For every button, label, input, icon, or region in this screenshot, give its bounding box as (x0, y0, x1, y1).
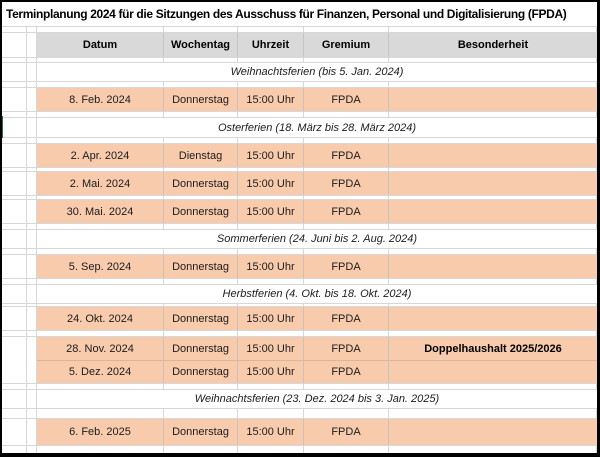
cell-datum[interactable]: 8. Feb. 2024 (37, 88, 164, 111)
column-header-datum[interactable]: Datum (37, 33, 164, 57)
holiday-note[interactable]: Weihnachtsferien (23. Dez. 2024 bis 3. J… (194, 393, 440, 405)
table-row: 28. Nov. 2024 Donnerstag 15:00 Uhr FPDA … (2, 337, 597, 360)
column-header-besonderheit[interactable]: Besonderheit (389, 33, 597, 57)
cell-gremium[interactable]: FPDA (304, 337, 389, 360)
holiday-note[interactable]: Herbstferien (4. Okt. bis 18. Okt. 2024) (222, 288, 412, 300)
cell-besonderheit[interactable] (389, 172, 597, 195)
cell-besonderheit[interactable] (389, 307, 597, 330)
grid-spacer-row (2, 330, 597, 337)
cell-gremium[interactable]: FPDA (304, 419, 389, 445)
cell-wochentag[interactable]: Donnerstag (164, 172, 238, 195)
holiday-note[interactable]: Sommerferien (24. Juni bis 2. Aug. 2024) (216, 233, 418, 245)
grid-spacer-row (2, 57, 597, 63)
cell-datum[interactable]: 5. Sep. 2024 (37, 255, 164, 278)
grid-spacer-row (2, 408, 597, 419)
cell-gremium[interactable]: FPDA (304, 144, 389, 167)
holiday-note[interactable]: Osterferien (18. März bis 28. März 2024) (217, 121, 417, 134)
cell-datum[interactable]: 6. Feb. 2025 (37, 419, 164, 445)
cell-datum[interactable]: 28. Nov. 2024 (37, 337, 164, 360)
cell-besonderheit[interactable] (389, 144, 597, 167)
cell-wochentag[interactable]: Donnerstag (164, 307, 238, 330)
cell-wochentag[interactable]: Dienstag (164, 144, 238, 167)
cell-datum[interactable]: 2. Apr. 2024 (37, 144, 164, 167)
table-row: 30. Mai. 2024 Donnerstag 15:00 Uhr FPDA (2, 200, 597, 223)
grid-spacer-row (2, 167, 597, 172)
grid-spacer-row (2, 248, 597, 255)
page-title: Terminplanung 2024 für die Sitzungen des… (6, 7, 567, 21)
holiday-row: Osterferien (18. März bis 28. März 2024) (2, 118, 597, 137)
holiday-row: Weihnachtsferien (23. Dez. 2024 bis 3. J… (2, 390, 597, 408)
cell-datum[interactable]: 30. Mai. 2024 (37, 200, 164, 223)
cell-uhrzeit[interactable]: 15:00 Uhr (238, 255, 304, 278)
column-header-uhrzeit[interactable]: Uhrzeit (238, 33, 304, 57)
cell-uhrzeit[interactable]: 15:00 Uhr (238, 200, 304, 223)
cell-besonderheit[interactable] (389, 200, 597, 223)
table-row: 2. Mai. 2024 Donnerstag 15:00 Uhr FPDA (2, 172, 597, 195)
table-row: 2. Apr. 2024 Dienstag 15:00 Uhr FPDA (2, 144, 597, 167)
table-row: 5. Dez. 2024 Donnerstag 15:00 Uhr FPDA (2, 360, 597, 383)
cell-wochentag[interactable]: Donnerstag (164, 88, 238, 111)
cell-datum[interactable]: 5. Dez. 2024 (37, 360, 164, 383)
holiday-row: Herbstferien (4. Okt. bis 18. Okt. 2024) (2, 285, 597, 303)
cell-uhrzeit[interactable]: 15:00 Uhr (238, 360, 304, 383)
grid-spacer-row (2, 137, 597, 144)
cell-besonderheit[interactable]: Doppelhaushalt 2025/2026 (389, 337, 597, 360)
cell-besonderheit[interactable] (389, 419, 597, 445)
grid-spacer-row (2, 383, 597, 390)
cell-gremium[interactable]: FPDA (304, 172, 389, 195)
title-row: Terminplanung 2024 für die Sitzungen des… (2, 2, 597, 26)
cell-datum[interactable]: 2. Mai. 2024 (37, 172, 164, 195)
cell-uhrzeit[interactable]: 15:00 Uhr (238, 307, 304, 330)
grid-spacer-row (2, 111, 597, 118)
cell-besonderheit[interactable] (389, 255, 597, 278)
cell-uhrzeit[interactable]: 15:00 Uhr (238, 172, 304, 195)
grid-spacer-row (2, 26, 597, 33)
table-row: 24. Okt. 2024 Donnerstag 15:00 Uhr FPDA (2, 307, 597, 330)
holiday-row: Sommerferien (24. Juni bis 2. Aug. 2024) (2, 230, 597, 248)
cell-besonderheit[interactable] (389, 360, 597, 383)
cell-uhrzeit[interactable]: 15:00 Uhr (238, 419, 304, 445)
cell-datum[interactable]: 24. Okt. 2024 (37, 307, 164, 330)
cell-gremium[interactable]: FPDA (304, 255, 389, 278)
cell-gremium[interactable]: FPDA (304, 88, 389, 111)
cell-uhrzeit[interactable]: 15:00 Uhr (238, 88, 304, 111)
cell-gremium[interactable]: FPDA (304, 200, 389, 223)
table-header-row: Datum Wochentag Uhrzeit Gremium Besonder… (2, 33, 597, 57)
table-row: 6. Feb. 2025 Donnerstag 15:00 Uhr FPDA (2, 419, 597, 445)
cell-wochentag[interactable]: Donnerstag (164, 200, 238, 223)
grid-spacer-row (2, 278, 597, 285)
grid-spacer-row (2, 223, 597, 230)
cell-besonderheit[interactable] (389, 88, 597, 111)
table-row: 5. Sep. 2024 Donnerstag 15:00 Uhr FPDA (2, 255, 597, 278)
grid-spacer-row (2, 81, 597, 88)
grid-spacer-row (2, 445, 597, 453)
active-cell-selection-border (2, 116, 3, 138)
cell-wochentag[interactable]: Donnerstag (164, 419, 238, 445)
cell-wochentag[interactable]: Donnerstag (164, 360, 238, 383)
cell-uhrzeit[interactable]: 15:00 Uhr (238, 337, 304, 360)
cell-wochentag[interactable]: Donnerstag (164, 255, 238, 278)
table-row: 8. Feb. 2024 Donnerstag 15:00 Uhr FPDA (2, 88, 597, 111)
cell-wochentag[interactable]: Donnerstag (164, 337, 238, 360)
cell-gremium[interactable]: FPDA (304, 307, 389, 330)
holiday-note[interactable]: Weihnachtsferien (bis 5. Jan. 2024) (230, 66, 404, 78)
column-header-gremium[interactable]: Gremium (304, 33, 389, 57)
cell-uhrzeit[interactable]: 15:00 Uhr (238, 144, 304, 167)
grid-spacer-row (2, 195, 597, 200)
grid-spacer-row (2, 303, 597, 307)
column-header-wochentag[interactable]: Wochentag (164, 33, 238, 57)
cell-gremium[interactable]: FPDA (304, 360, 389, 383)
holiday-row: Weihnachtsferien (bis 5. Jan. 2024) (2, 63, 597, 81)
